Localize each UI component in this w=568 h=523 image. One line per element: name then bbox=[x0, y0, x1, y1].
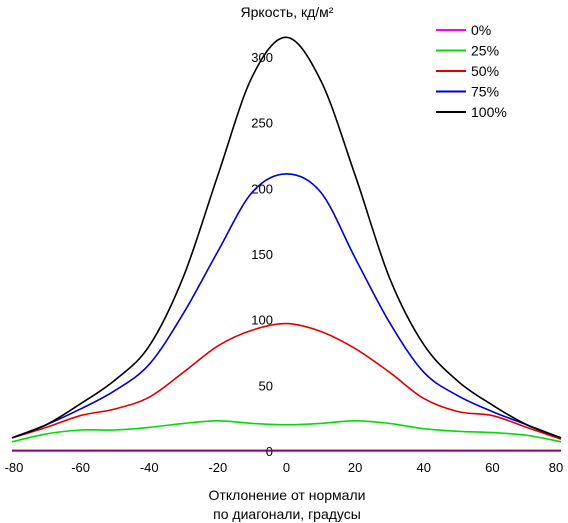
chart-title: Яркость, кд/м² bbox=[241, 4, 334, 20]
legend-label: 50% bbox=[471, 63, 499, 79]
legend: 0% 25% 50% 75% 100% bbox=[436, 22, 507, 120]
series-line-75pct bbox=[11, 173, 562, 439]
x-tick-label: 0 bbox=[283, 460, 290, 475]
legend-label: 25% bbox=[471, 43, 499, 59]
y-tick-label: 50 bbox=[259, 378, 273, 393]
series-line-100pct bbox=[11, 36, 562, 439]
x-tick-label: 60 bbox=[485, 460, 499, 475]
y-tick-labels: 050100150200250300 bbox=[251, 50, 273, 459]
x-tick-label: 80 bbox=[549, 460, 563, 475]
y-tick-label: 100 bbox=[251, 313, 273, 328]
legend-label: 75% bbox=[471, 84, 499, 100]
x-axis-title-line1: Отклонение от нормали bbox=[209, 487, 366, 503]
x-tick-labels: -80 -60 -40 -20 0 20 40 60 80 bbox=[5, 460, 564, 475]
x-tick-label: -60 bbox=[71, 460, 90, 475]
x-tick-label: -40 bbox=[140, 460, 159, 475]
y-tick-label: 250 bbox=[251, 116, 273, 131]
x-tick-label: 40 bbox=[417, 460, 431, 475]
series-lines bbox=[11, 36, 562, 452]
x-axis-title-line2: по диагонали, градусы bbox=[213, 506, 361, 522]
legend-label: 0% bbox=[471, 22, 491, 38]
legend-label: 100% bbox=[471, 104, 507, 120]
y-tick-label: 150 bbox=[251, 247, 273, 262]
x-tick-label: 20 bbox=[348, 460, 362, 475]
x-tick-label: -20 bbox=[208, 460, 227, 475]
series-line-25pct bbox=[11, 419, 562, 443]
x-tick-label: -80 bbox=[5, 460, 24, 475]
series-line-50pct bbox=[11, 322, 562, 440]
y-tick-label: 200 bbox=[251, 181, 273, 196]
